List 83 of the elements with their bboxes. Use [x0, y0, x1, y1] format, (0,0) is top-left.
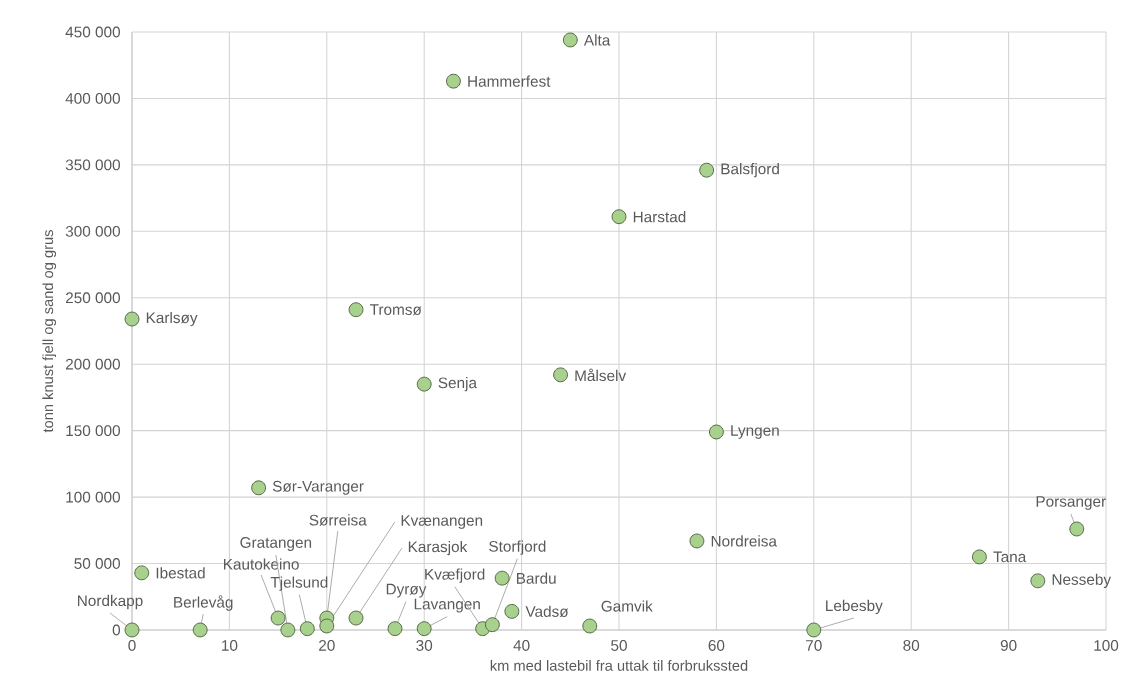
annotation: Lavangen	[414, 598, 480, 613]
annotation: Balsfjord	[721, 163, 779, 178]
annotation: Tjelsund	[270, 576, 328, 591]
y-tick-label: 0	[112, 624, 121, 636]
x-tick-label: 80	[903, 640, 920, 651]
point	[280, 622, 296, 638]
point	[484, 617, 500, 633]
annotation: Kautokeino	[224, 558, 299, 570]
y-tick-label: 450 000	[65, 26, 120, 38]
annotation: Storfjord	[489, 540, 546, 555]
annotation: Bardu	[516, 572, 556, 584]
annotation: Harstad	[633, 211, 686, 223]
annotation: Porsanger	[1036, 496, 1106, 510]
annotation: Lyngen	[731, 425, 779, 439]
y-tick-label: 150 000	[66, 425, 120, 437]
point	[699, 162, 715, 178]
y-tick-label: 50 000	[74, 558, 120, 569]
x-tick-label: 90	[1000, 640, 1017, 651]
y-tick-label: 350 000	[65, 159, 120, 171]
point	[416, 621, 432, 637]
point	[562, 32, 578, 48]
annotation: Karasjok	[408, 540, 468, 556]
annotation: Hammerfest	[468, 75, 551, 87]
y-tick-label: 250 000	[65, 292, 120, 304]
annotation: Kvænangen	[401, 515, 483, 529]
annotation: Nordkapp	[78, 594, 143, 610]
annotation: Gratangen	[240, 537, 312, 551]
point	[504, 603, 520, 619]
point	[348, 610, 364, 626]
annotation: Sørreisa	[309, 514, 367, 526]
point	[689, 533, 705, 549]
point	[134, 565, 150, 581]
x-tick-label: 100	[1094, 640, 1119, 651]
annotation: Berlevåg	[174, 595, 233, 611]
annotation: Vadsø	[525, 605, 569, 618]
point	[124, 622, 140, 638]
point	[709, 424, 724, 440]
annotation: Alta	[583, 34, 611, 46]
x-tick-label: 70	[806, 640, 822, 651]
x-tick-label: 10	[222, 640, 238, 651]
annotation: Nesseby	[1052, 573, 1112, 588]
x-axis-title: km med lastebil fra uttak til forbrukssted	[490, 660, 748, 671]
annotation: Dyrøy	[386, 583, 427, 598]
annotation: Kvæfjord	[425, 568, 485, 583]
annotation: Senja	[438, 377, 478, 392]
point	[1069, 521, 1085, 537]
point	[1030, 573, 1046, 589]
point	[192, 622, 208, 638]
point	[319, 618, 335, 634]
annotation: Ibestad	[156, 567, 205, 579]
x-tick-label: 30	[416, 640, 433, 651]
point	[494, 570, 510, 586]
x-tick-label: 40	[513, 640, 530, 651]
annotation: Sør-Varanger	[272, 480, 364, 495]
x-tick-label: 0	[128, 640, 136, 651]
point	[611, 209, 627, 225]
point	[299, 621, 315, 637]
point	[387, 621, 403, 637]
y-tick-label: 100 000	[66, 491, 120, 503]
point	[446, 73, 461, 89]
annotation: Tromsø	[369, 304, 422, 316]
y-tick-label: 200 000	[65, 358, 120, 370]
y-tick-label: 300 000	[65, 225, 120, 237]
point	[582, 618, 598, 634]
point	[348, 302, 364, 318]
annotation: Karlsøy	[146, 311, 198, 327]
annotation: Lebesby	[826, 599, 883, 615]
point	[251, 480, 267, 496]
y-axis-title: tonn knust fjell og sand og grus	[42, 230, 57, 433]
point	[416, 376, 432, 392]
annotation: Gamvik	[601, 600, 653, 612]
point	[270, 610, 286, 626]
x-tick-label: 60	[708, 640, 725, 651]
point	[971, 549, 987, 565]
point	[553, 367, 568, 383]
point	[806, 622, 822, 638]
annotation: Nordreisa	[711, 535, 777, 547]
y-tick-label: 400 000	[65, 93, 120, 104]
point	[124, 311, 140, 327]
annotation: Målselv	[575, 368, 627, 382]
x-tick-label: 50	[611, 640, 627, 651]
x-tick-label: 20	[319, 640, 335, 651]
annotation: Tana	[993, 551, 1027, 563]
